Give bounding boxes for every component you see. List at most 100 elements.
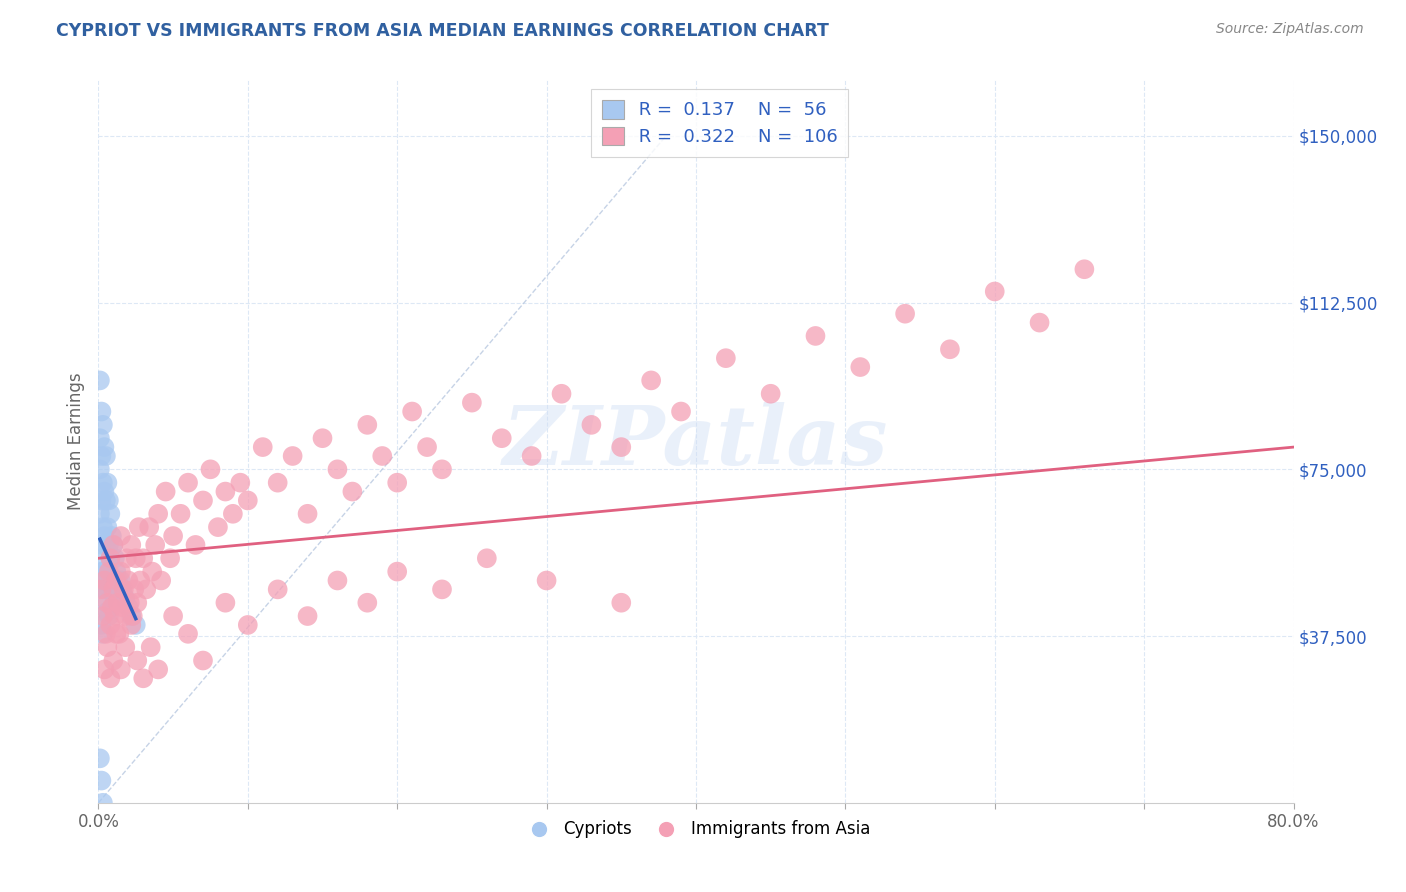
Point — [326, 574, 349, 588]
Point — [96, 605, 118, 619]
Point — [89, 507, 111, 521]
Point — [385, 565, 409, 579]
Point — [93, 484, 115, 499]
Point — [90, 404, 112, 418]
Point — [148, 507, 170, 521]
Point — [214, 484, 236, 499]
Point — [132, 671, 155, 685]
Point — [110, 574, 132, 588]
Point — [90, 574, 112, 588]
Point — [128, 520, 150, 534]
Point — [252, 440, 274, 454]
Point — [117, 600, 139, 615]
Point — [132, 551, 155, 566]
Point — [120, 618, 142, 632]
Point — [159, 551, 181, 566]
Point — [229, 475, 252, 490]
Point — [461, 395, 484, 409]
Point — [214, 596, 236, 610]
Point — [96, 596, 118, 610]
Point — [91, 520, 114, 534]
Point — [110, 565, 132, 579]
Point — [114, 640, 136, 655]
Point — [162, 529, 184, 543]
Point — [101, 600, 124, 615]
Text: ZIPatlas: ZIPatlas — [503, 401, 889, 482]
Point — [98, 507, 122, 521]
Point — [849, 360, 872, 375]
Point — [90, 538, 112, 552]
Point — [111, 600, 134, 615]
Point — [112, 582, 135, 597]
Point — [640, 373, 662, 387]
Point — [98, 618, 122, 632]
Point — [139, 640, 162, 655]
Point — [371, 449, 394, 463]
Point — [117, 574, 139, 588]
Point — [103, 538, 125, 552]
Point — [124, 582, 146, 597]
Point — [267, 582, 290, 597]
Point — [550, 386, 572, 401]
Point — [155, 484, 177, 499]
Point — [714, 351, 737, 366]
Point — [107, 574, 129, 588]
Point — [94, 538, 117, 552]
Point — [98, 551, 122, 566]
Point — [236, 618, 259, 632]
Point — [114, 609, 136, 624]
Point — [97, 565, 120, 579]
Point — [1028, 316, 1050, 330]
Point — [105, 574, 128, 588]
Point — [110, 662, 132, 676]
Point — [98, 551, 122, 566]
Point — [191, 493, 214, 508]
Point — [110, 529, 132, 543]
Point — [97, 493, 120, 508]
Point — [97, 538, 120, 552]
Point — [1073, 262, 1095, 277]
Point — [94, 627, 117, 641]
Point — [267, 475, 290, 490]
Point — [356, 596, 378, 610]
Point — [101, 529, 124, 543]
Point — [148, 662, 170, 676]
Point — [103, 653, 125, 667]
Point — [177, 475, 200, 490]
Point — [581, 417, 603, 432]
Point — [93, 529, 115, 543]
Point — [610, 596, 633, 610]
Point — [207, 520, 229, 534]
Point — [93, 574, 115, 588]
Point — [104, 596, 127, 610]
Point — [297, 507, 319, 521]
Point — [939, 343, 962, 357]
Point — [177, 627, 200, 641]
Point — [90, 618, 112, 632]
Point — [103, 582, 125, 597]
Point — [610, 440, 633, 454]
Point — [103, 538, 125, 552]
Point — [342, 484, 364, 499]
Text: CYPRIOT VS IMMIGRANTS FROM ASIA MEDIAN EARNINGS CORRELATION CHART: CYPRIOT VS IMMIGRANTS FROM ASIA MEDIAN E… — [56, 22, 830, 40]
Point — [236, 493, 259, 508]
Point — [297, 609, 319, 624]
Point — [475, 551, 498, 566]
Point — [101, 574, 124, 588]
Point — [430, 462, 453, 476]
Point — [118, 596, 141, 610]
Point — [127, 596, 149, 610]
Point — [91, 417, 114, 432]
Point — [356, 417, 378, 432]
Point — [89, 462, 111, 476]
Point — [94, 449, 117, 463]
Point — [520, 449, 543, 463]
Point — [125, 618, 148, 632]
Point — [138, 520, 160, 534]
Point — [89, 373, 111, 387]
Legend: Cypriots, Immigrants from Asia: Cypriots, Immigrants from Asia — [515, 814, 877, 845]
Point — [141, 565, 163, 579]
Point — [91, 565, 114, 579]
Point — [326, 462, 349, 476]
Point — [401, 404, 423, 418]
